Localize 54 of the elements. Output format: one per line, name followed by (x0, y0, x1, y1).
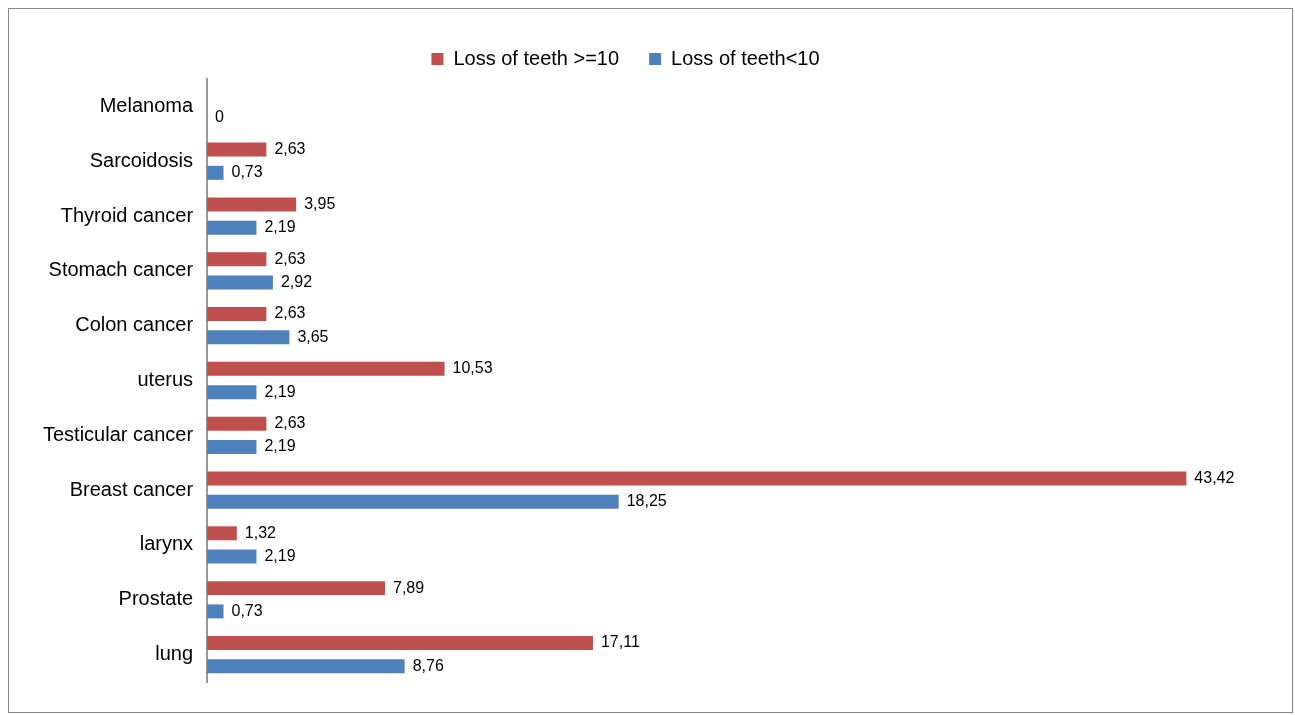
y-tick-label: Melanoma (99, 93, 194, 116)
y-tick-label: Stomach cancer (48, 258, 194, 281)
data-label: 17,11 (600, 633, 640, 651)
bar (207, 142, 267, 157)
data-label: 2,92 (280, 272, 313, 290)
data-label: 2,63 (274, 304, 306, 322)
y-tick-label: larynx (139, 532, 194, 555)
bar (207, 330, 290, 345)
data-label: 2,63 (274, 249, 306, 267)
y-tick-label: Colon cancer (75, 313, 194, 336)
data-label: 1,32 (244, 523, 277, 541)
data-label: 18,25 (626, 492, 667, 510)
bar (207, 307, 267, 322)
bar (207, 275, 273, 290)
y-tick-label: lung (155, 642, 194, 665)
bar (207, 604, 224, 619)
bar (207, 581, 386, 596)
data-label: 7,89 (393, 578, 425, 596)
y-tick-label: Sarcoidosis (89, 148, 194, 171)
bar (207, 361, 445, 376)
bar (207, 526, 237, 541)
y-tick-label: uterus (137, 368, 194, 391)
bar (207, 659, 405, 674)
y-tick-label: Prostate (118, 587, 194, 610)
bar (207, 439, 257, 454)
data-label: 3,65 (297, 327, 329, 345)
bar (207, 197, 297, 212)
bar (207, 385, 257, 400)
legend-label: Loss of teeth<10 (671, 46, 820, 69)
bar (207, 471, 1187, 486)
bar (207, 635, 593, 650)
data-label: 2,19 (264, 547, 296, 565)
data-label: 2,63 (274, 414, 306, 432)
bar (207, 416, 267, 431)
data-label: 2,19 (264, 437, 296, 455)
data-label: 2,63 (274, 139, 306, 157)
data-label: 0 (215, 108, 225, 126)
y-tick-label: Breast cancer (69, 477, 194, 500)
data-label: 10,53 (452, 359, 493, 377)
y-tick-label: Thyroid cancer (60, 203, 194, 226)
data-label: 0,73 (231, 601, 263, 619)
bar (207, 549, 257, 564)
legend-label: Loss of teeth >=10 (453, 46, 620, 69)
data-label: 2,19 (264, 218, 296, 236)
bar (207, 220, 257, 235)
bar (207, 165, 224, 180)
data-label: 3,95 (304, 194, 336, 212)
data-label: 2,19 (264, 382, 296, 400)
bar (207, 252, 267, 267)
data-label: 43,42 (1194, 468, 1235, 486)
bar (207, 494, 619, 509)
data-label: 8,76 (412, 656, 444, 674)
data-label: 0,73 (231, 163, 263, 181)
y-tick-label: Testicular cancer (43, 422, 194, 445)
